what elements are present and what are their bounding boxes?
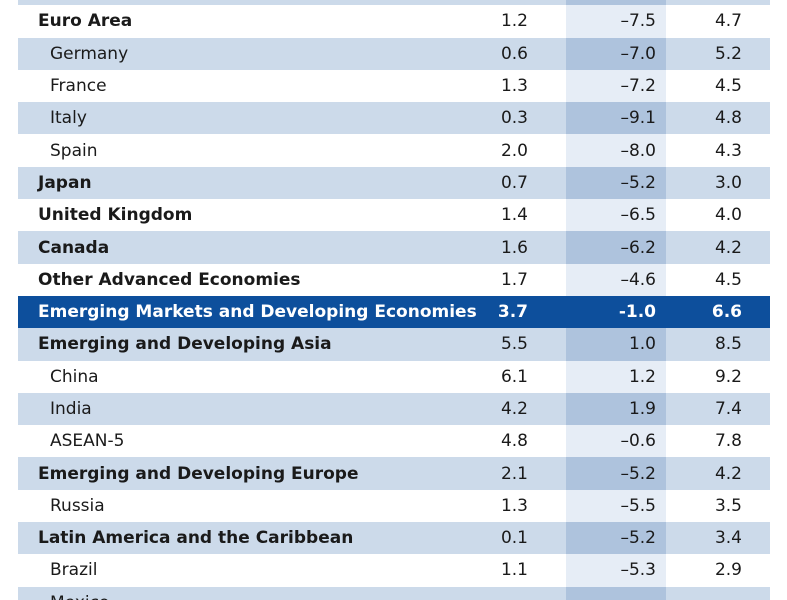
value-col-1: 1.3 — [500, 76, 528, 97]
value-col-3: 7.8 — [714, 431, 742, 452]
value-col-1: 1.1 — [500, 560, 528, 581]
value-col-2: –9.1 — [566, 102, 666, 135]
value-col-3: 3.0 — [714, 172, 742, 193]
row-label: China — [50, 366, 99, 387]
value-col-2: –5.5 — [566, 489, 666, 523]
value-col-1: 0.3 — [500, 108, 528, 129]
row-label: Latin America and the Caribbean — [38, 528, 354, 549]
value-col-1: 0.6 — [500, 43, 528, 64]
table-row: Brazil 1.1 –5.3 2.9 — [18, 554, 770, 587]
value-col-2: –5.2 — [566, 522, 666, 555]
value-col-3: 9.2 — [714, 366, 742, 387]
value-col-2 — [566, 0, 666, 6]
table-row: Germany 0.6 –7.0 5.2 — [18, 37, 770, 70]
value-col-2: –5.2 — [566, 166, 666, 200]
value-col-2: –4.6 — [566, 263, 666, 296]
value-col-1: 2.1 — [500, 463, 528, 484]
row-label: United Kingdom — [38, 205, 193, 226]
table-row: Spain 2.0 –8.0 4.3 — [18, 134, 770, 167]
value-col-2: 1.0 — [566, 328, 666, 361]
table-row: Japan 0.7 –5.2 3.0 — [18, 166, 770, 200]
value-col-1: 0.7 — [500, 172, 528, 193]
value-col-1: 1.4 — [500, 205, 528, 226]
value-col-2: –5.3 — [566, 554, 666, 587]
table-row: Other Advanced Economies 1.7 –4.6 4.5 — [18, 263, 770, 296]
value-col-2: –0.6 — [566, 425, 666, 458]
row-label: Emerging and Developing Europe — [38, 463, 359, 484]
value-col-1: 4.8 — [500, 431, 528, 452]
table-row: China 6.1 1.2 9.2 — [18, 360, 770, 393]
table-row: ASEAN-5 4.8 –0.6 7.8 — [18, 425, 770, 458]
value-col-2: 1.9 — [566, 392, 666, 426]
value-col-3: 2.9 — [714, 560, 742, 581]
value-col-3: 4.2 — [714, 463, 742, 484]
row-label: Brazil — [50, 560, 98, 581]
value-col-1: 6.1 — [500, 366, 528, 387]
value-col-2: –7.5 — [566, 5, 666, 38]
row-label: Emerging Markets and Developing Economie… — [38, 302, 477, 323]
row-label: Other Advanced Economies — [38, 269, 301, 290]
value-col-1: 3.7 — [497, 302, 528, 323]
row-label: Russia — [50, 495, 105, 516]
table-row — [18, 0, 770, 6]
value-col-2: –5.2 — [566, 457, 666, 490]
value-col-3: 8.5 — [714, 334, 742, 355]
row-label: France — [50, 76, 107, 97]
value-col-3: 6.6 — [711, 302, 742, 323]
value-col-3: 5.2 — [714, 43, 742, 64]
row-label: Mexico — [18, 593, 458, 600]
value-col-3: 7.4 — [714, 399, 742, 419]
growth-projections-table: Euro Area 1.2 –7.5 4.7 Germany 0.6 –7.0 5.2 Fran… — [18, 0, 770, 600]
value-col-2: -1.0 — [566, 295, 666, 329]
value-col-3: 4.5 — [714, 269, 742, 290]
table-row: France 1.3 –7.2 4.5 — [18, 69, 770, 103]
value-col-1: 5.5 — [500, 334, 528, 355]
value-col-1: 1.2 — [500, 11, 528, 32]
value-col-3: 4.2 — [714, 237, 742, 258]
value-col-3: 4.7 — [714, 11, 742, 32]
row-label: Canada — [38, 237, 110, 258]
value-col-2 — [566, 586, 666, 600]
table-row: Mexico — [18, 586, 770, 600]
row-label: India — [50, 399, 92, 419]
row-label: Spain — [50, 140, 98, 161]
row-label: Euro Area — [38, 11, 133, 32]
value-col-3: 4.3 — [714, 140, 742, 161]
row-label: Japan — [38, 172, 92, 193]
table-row: Emerging and Developing Europe 2.1 –5.2 4.2 — [18, 457, 770, 490]
table-row: Italy 0.3 –9.1 4.8 — [18, 102, 770, 135]
value-col-2: –6.2 — [566, 231, 666, 264]
row-label: Italy — [50, 108, 87, 129]
value-col-2: –6.5 — [566, 199, 666, 232]
value-col-1: 1.6 — [500, 237, 528, 258]
value-col-2: –7.2 — [566, 69, 666, 103]
value-col-2: –7.0 — [566, 37, 666, 70]
value-col-1: 0.1 — [500, 528, 528, 549]
table-row: Latin America and the Caribbean 0.1 –5.2 3.… — [18, 522, 770, 555]
value-col-2: –8.0 — [566, 134, 666, 167]
value-col-3: 3.5 — [714, 495, 742, 516]
row-label: Germany — [50, 43, 129, 64]
table-row: United Kingdom 1.4 –6.5 4.0 — [18, 199, 770, 232]
table-row: Euro Area 1.2 –7.5 4.7 — [18, 5, 770, 38]
value-col-1: 4.2 — [500, 399, 528, 419]
value-col-1: 1.3 — [500, 495, 528, 516]
row-label: Emerging and Developing Asia — [38, 334, 332, 355]
value-col-3: 3.4 — [714, 528, 742, 549]
table-row: Canada 1.6 –6.2 4.2 — [18, 231, 770, 264]
table-row: Emerging Markets and Developing Economie… — [18, 295, 770, 329]
value-col-1: 1.7 — [500, 269, 528, 290]
value-col-2: 1.2 — [566, 360, 666, 393]
value-col-3: 4.0 — [714, 205, 742, 226]
row-label: ASEAN-5 — [50, 431, 125, 452]
value-col-1: 2.0 — [500, 140, 528, 161]
table-row: India 4.2 1.9 7.4 — [18, 392, 770, 426]
table-row: Russia 1.3 –5.5 3.5 — [18, 489, 770, 523]
value-col-3: 4.8 — [714, 108, 742, 129]
value-col-3: 4.5 — [714, 76, 742, 97]
table-row: Emerging and Developing Asia 5.5 1.0 8.5 — [18, 328, 770, 361]
